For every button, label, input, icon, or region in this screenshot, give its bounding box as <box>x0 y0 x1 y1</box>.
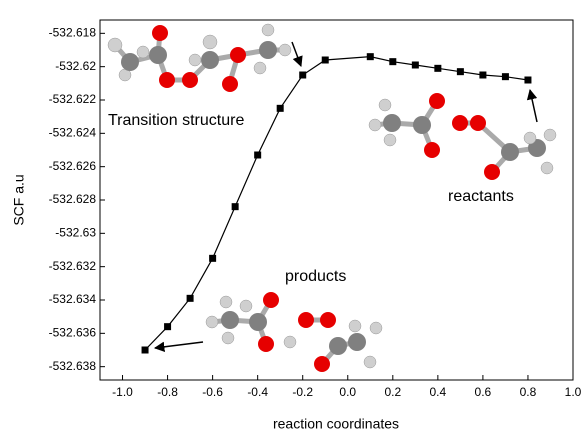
y-axis-label: SCF a.u <box>11 174 27 225</box>
x-tick-label: 0.2 <box>384 385 401 399</box>
y-tick-label: -532.636 <box>49 326 97 340</box>
x-tick-label: 0.4 <box>430 385 447 399</box>
y-tick-label: -532.62 <box>55 59 96 73</box>
annotation: Transition structure <box>108 112 244 129</box>
data-point <box>232 203 239 210</box>
x-tick-label: -0.6 <box>202 385 223 399</box>
y-tick-label: -532.634 <box>49 292 97 306</box>
data-point <box>299 72 306 79</box>
y-tick-label: -532.626 <box>49 159 97 173</box>
transition-molecule <box>108 24 291 92</box>
annotation: products <box>285 268 346 285</box>
y-tick-label: -532.618 <box>49 26 97 40</box>
data-point <box>164 323 171 330</box>
data-point <box>277 105 284 112</box>
data-point <box>254 152 261 159</box>
x-tick-label: 0.8 <box>520 385 537 399</box>
reactants-molecule <box>369 93 556 180</box>
y-tick-label: -532.638 <box>49 359 97 373</box>
x-axis-label: reaction coordinates <box>273 416 399 432</box>
annotation: reactants <box>448 188 514 205</box>
data-point <box>187 295 194 302</box>
products-molecule <box>206 292 382 372</box>
data-point <box>367 53 374 60</box>
y-tick-label: -532.63 <box>55 226 96 240</box>
x-tick-label: 1.0 <box>565 385 582 399</box>
y-tick-label: -532.632 <box>49 259 97 273</box>
chart: Transition structure reactants products … <box>0 0 584 435</box>
data-point <box>524 77 531 84</box>
data-point <box>479 72 486 79</box>
x-tick-label: -0.2 <box>292 385 313 399</box>
data-point <box>502 73 509 80</box>
page: {"chart_data": {"type": "line", "x": [-0… <box>0 0 584 435</box>
y-tick-label: -532.628 <box>49 192 97 206</box>
data-point <box>389 58 396 65</box>
x-tick-label: 0.0 <box>339 385 356 399</box>
data-point <box>142 347 149 354</box>
x-tick-label: -1.0 <box>112 385 133 399</box>
data-point <box>322 57 329 64</box>
x-tick-label: 0.6 <box>475 385 492 399</box>
y-tick-label: -532.624 <box>49 126 97 140</box>
data-point <box>434 65 441 72</box>
x-tick-label: -0.4 <box>247 385 268 399</box>
data-point <box>412 62 419 69</box>
x-tick-label: -0.8 <box>157 385 178 399</box>
y-tick-label: -532.622 <box>49 92 97 106</box>
data-point <box>209 255 216 262</box>
data-point <box>457 68 464 75</box>
